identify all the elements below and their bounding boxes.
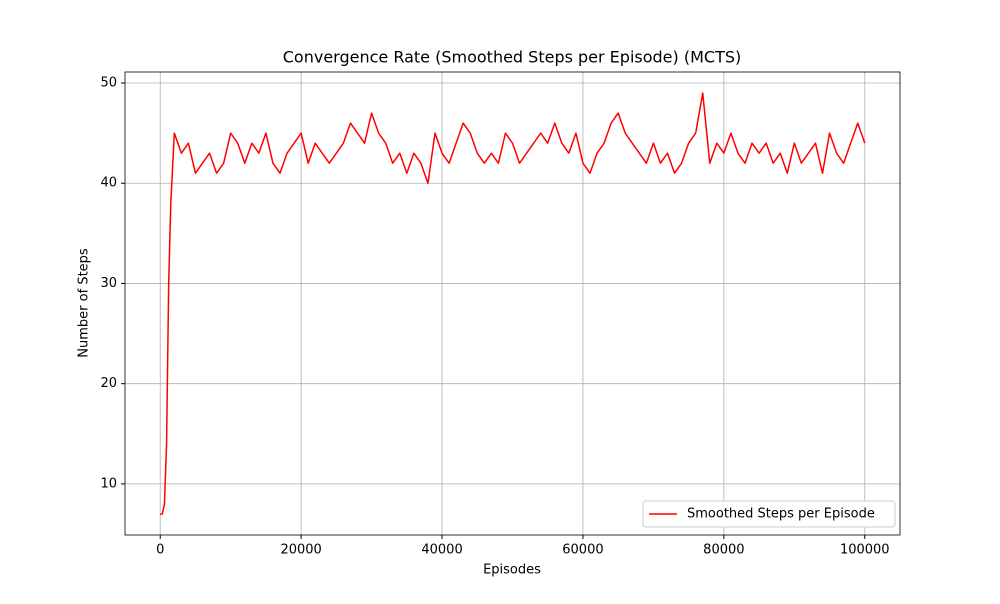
x-tick-label: 0 xyxy=(156,543,164,558)
x-tick-label: 100000 xyxy=(840,543,890,558)
x-tick-label: 20000 xyxy=(280,543,321,558)
legend-label: Smoothed Steps per Episode xyxy=(687,507,875,522)
y-tick-label: 10 xyxy=(100,476,117,491)
data-line xyxy=(160,92,866,515)
y-tick-label: 20 xyxy=(100,376,117,391)
legend-box xyxy=(642,500,896,528)
y-tick-label: 30 xyxy=(100,276,117,291)
y-axis-label: Number of Steps xyxy=(77,248,92,358)
x-axis-label: Episodes xyxy=(483,563,541,578)
y-tick-label: 50 xyxy=(100,76,117,91)
y-tick-label: 40 xyxy=(100,176,117,191)
x-tick-label: 80000 xyxy=(703,543,744,558)
x-tick-label: 60000 xyxy=(562,543,603,558)
plot-frame xyxy=(124,71,901,536)
x-tick-label: 40000 xyxy=(421,543,462,558)
chart-title: Convergence Rate (Smoothed Steps per Epi… xyxy=(283,48,741,67)
